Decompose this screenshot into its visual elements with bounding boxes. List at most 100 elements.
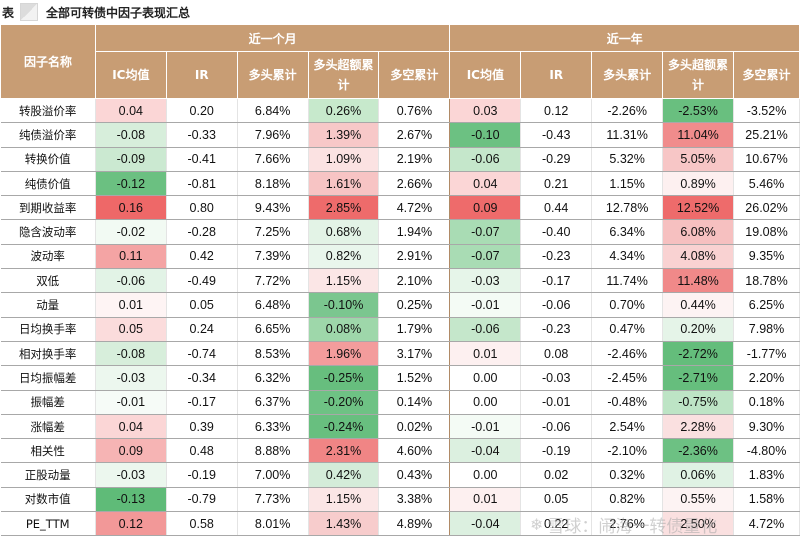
value-cell: 2.85%	[308, 195, 380, 221]
value-cell: 19.08%	[733, 219, 800, 245]
value-cell: 1.61%	[308, 171, 380, 197]
value-cell: -0.03	[520, 365, 593, 391]
value-cell: 0.18%	[733, 390, 800, 415]
value-cell: 9.35%	[733, 244, 800, 270]
value-cell: 0.25%	[378, 292, 451, 318]
value-cell: -0.08	[95, 341, 167, 367]
value-cell: 4.72%	[378, 195, 451, 221]
value-cell: -0.19	[520, 438, 593, 464]
value-cell: 7.73%	[237, 487, 309, 513]
header-col-9: 多空累计	[733, 51, 800, 99]
value-cell: 0.11	[95, 244, 167, 270]
table-row: 转换价值 -0.09 -0.41 7.66% 1.09% 2.19% -0.06 -0.29 5…	[0, 147, 800, 172]
factor-name-cell: 波动率	[0, 244, 96, 270]
header-col-0: IC均值	[94, 51, 167, 99]
value-cell: 0.58	[166, 511, 238, 537]
value-cell: 4.72%	[733, 511, 800, 537]
value-cell: 7.96%	[237, 122, 309, 148]
factor-name-cell: 纯债溢价率	[0, 122, 96, 148]
value-cell: 0.16	[95, 195, 167, 221]
value-cell: -0.04	[449, 438, 522, 464]
value-cell: -0.19	[166, 462, 238, 488]
table-row: 纯债价值 -0.12 -0.81 8.18% 1.61% 2.66% 0.04 0.21 1.1…	[0, 171, 800, 197]
value-cell: -0.06	[95, 268, 167, 294]
value-cell: -0.04	[449, 511, 522, 537]
value-cell: 0.12	[520, 98, 593, 124]
value-cell: 2.10%	[378, 268, 451, 294]
value-cell: 7.25%	[237, 219, 309, 245]
value-cell: 0.08%	[308, 317, 380, 342]
value-cell: 4.08%	[662, 244, 735, 270]
table-row: 振幅差 -0.01 -0.17 6.37% -0.20% 0.14% 0.00 -0.01 -0…	[0, 390, 800, 415]
value-cell: -2.45%	[591, 365, 664, 391]
factor-name-cell: 隐含波动率	[0, 219, 96, 245]
value-cell: 0.01	[449, 487, 522, 513]
value-cell: -2.36%	[662, 438, 735, 464]
value-cell: 1.43%	[308, 511, 380, 537]
value-cell: 2.76%	[591, 511, 664, 537]
value-cell: 9.43%	[237, 195, 309, 221]
value-cell: -0.28	[166, 219, 238, 245]
value-cell: 0.04	[95, 414, 167, 440]
value-cell: 0.39	[166, 414, 238, 440]
value-cell: -0.79	[166, 487, 238, 513]
value-cell: 7.66%	[237, 147, 309, 172]
header-col-3: 多头超额累计	[307, 51, 380, 99]
value-cell: 0.44%	[662, 292, 735, 318]
table-body: 转股溢价率 0.04 0.20 6.84% 0.26% 0.76% 0.03 0.12 -2.2…	[0, 98, 800, 537]
value-cell: 26.02%	[733, 195, 800, 221]
value-cell: -0.41	[166, 147, 238, 172]
value-cell: 2.67%	[378, 122, 451, 148]
value-cell: 5.32%	[591, 147, 664, 172]
value-cell: 0.48	[166, 438, 238, 464]
value-cell: -0.02	[95, 219, 167, 245]
value-cell: 0.82%	[308, 244, 380, 270]
caption-box-icon	[20, 3, 39, 21]
value-cell: 1.94%	[378, 219, 451, 245]
value-cell: 0.14%	[378, 390, 451, 415]
value-cell: -0.20%	[308, 390, 380, 415]
factor-name-cell: 到期收益率	[0, 195, 96, 221]
value-cell: -0.06	[520, 292, 593, 318]
value-cell: 0.42	[166, 244, 238, 270]
value-cell: 0.04	[449, 171, 522, 197]
factor-name-cell: 日均换手率	[0, 317, 96, 342]
value-cell: 2.19%	[378, 147, 451, 172]
value-cell: 0.02	[520, 462, 593, 488]
value-cell: 1.52%	[378, 365, 451, 391]
value-cell: 10.67%	[733, 147, 800, 172]
value-cell: 11.74%	[591, 268, 664, 294]
table-row: 对数市值 -0.13 -0.79 7.73% 1.15% 3.38% 0.01 0.05 0.8…	[0, 487, 800, 513]
value-cell: 0.20%	[662, 317, 735, 342]
factor-name-cell: 动量	[0, 292, 96, 318]
value-cell: -0.09	[95, 147, 167, 172]
value-cell: -0.07	[449, 244, 522, 270]
header-group-month: 近一个月	[94, 24, 451, 52]
value-cell: 0.01	[449, 341, 522, 367]
value-cell: 0.42%	[308, 462, 380, 488]
value-cell: 0.21	[520, 171, 593, 197]
value-cell: -0.43	[520, 122, 593, 148]
value-cell: 0.70%	[591, 292, 664, 318]
factor-name-cell: 相关性	[0, 438, 96, 464]
value-cell: 0.05	[95, 317, 167, 342]
value-cell: 0.00	[449, 462, 522, 488]
value-cell: 7.39%	[237, 244, 309, 270]
value-cell: -2.71%	[662, 365, 735, 391]
value-cell: 11.48%	[662, 268, 735, 294]
value-cell: -2.26%	[591, 98, 664, 124]
table-row: PE_TTM 0.12 0.58 8.01% 1.43% 4.89% -0.04 0.22 2.…	[0, 511, 800, 537]
value-cell: -0.01	[449, 292, 522, 318]
header-col-1: IR	[165, 51, 238, 99]
factor-name-cell: 正股动量	[0, 462, 96, 488]
value-cell: -0.74	[166, 341, 238, 367]
value-cell: 0.06%	[662, 462, 735, 488]
value-cell: 0.32%	[591, 462, 664, 488]
value-cell: 0.08	[520, 341, 593, 367]
value-cell: -0.03	[449, 268, 522, 294]
value-cell: 7.98%	[733, 317, 800, 342]
value-cell: -0.10%	[308, 292, 380, 318]
value-cell: 1.58%	[733, 487, 800, 513]
value-cell: 0.09	[95, 438, 167, 464]
factor-name-cell: 转换价值	[0, 147, 96, 172]
